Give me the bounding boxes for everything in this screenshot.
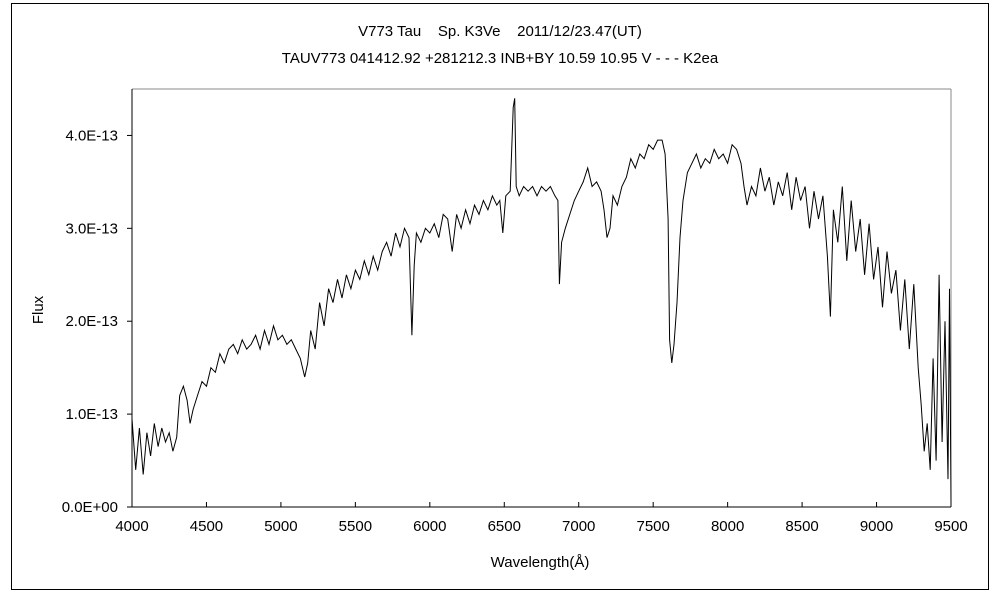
x-tick-label: 4500 — [190, 518, 223, 535]
y-tick-label: 0.0E+00 — [62, 499, 118, 516]
y-tick-label: 3.0E-13 — [65, 220, 118, 237]
x-tick-label: 9500 — [934, 518, 967, 535]
x-tick-label: 5500 — [339, 518, 372, 535]
y-axis-label: Flux — [30, 295, 47, 324]
x-tick-label: 9000 — [860, 518, 893, 535]
chart-frame — [11, 3, 989, 590]
y-tick-label: 2.0E-13 — [65, 313, 118, 330]
spectrum-line — [131, 98, 952, 503]
x-tick-label: 8500 — [785, 518, 818, 535]
x-tick-label: 7000 — [562, 518, 595, 535]
x-tick-label: 6500 — [488, 518, 521, 535]
x-tick-label: 7500 — [636, 518, 669, 535]
x-tick-label: 6000 — [413, 518, 446, 535]
x-tick-label: 4000 — [115, 518, 148, 535]
y-tick-label: 4.0E-13 — [65, 127, 118, 144]
chart-title: V773 Tau Sp. K3Ve 2011/12/23.47(UT) — [358, 23, 642, 40]
x-tick-label: 8000 — [711, 518, 744, 535]
y-tick-label: 1.0E-13 — [65, 406, 118, 423]
chart-subtitle: TAUV773 041412.92 +281212.3 INB+BY 10.59… — [281, 50, 719, 67]
x-axis-label: Wavelength(Å) — [491, 554, 590, 571]
x-tick-label: 5000 — [264, 518, 297, 535]
